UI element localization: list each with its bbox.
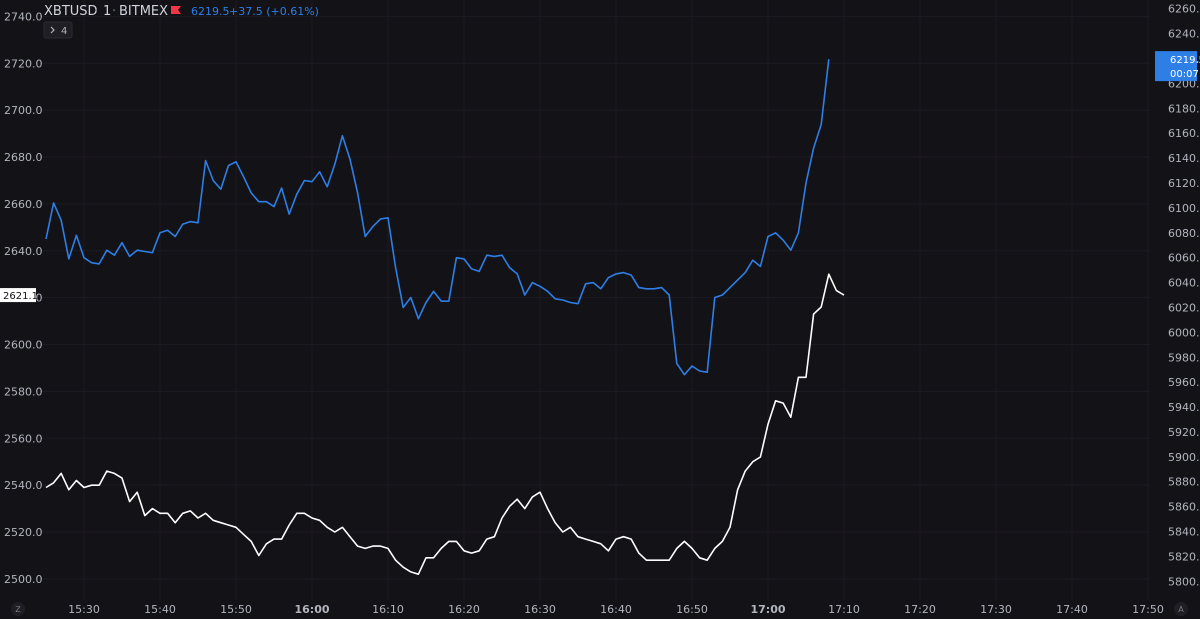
right-axis-tick: 5920.0: [1168, 426, 1200, 439]
svg-text:6219.5: 6219.5: [1170, 55, 1200, 66]
time-axis-tick: 17:00: [750, 603, 785, 616]
right-last-value-label: 6219.5 00:07: [1155, 51, 1200, 82]
left-axis-tick: 2500.0: [4, 573, 43, 586]
time-axis-tick: 16:00: [294, 603, 329, 616]
legend-separator: ·: [94, 4, 98, 19]
left-axis-tick: 2560.0: [4, 432, 43, 445]
left-axis-tick: 2580.0: [4, 385, 43, 398]
time-axis-tick: 16:40: [600, 603, 632, 616]
countdown-label: 00:07: [1170, 69, 1199, 80]
time-axis-tick: 17:20: [904, 603, 936, 616]
right-axis-tick: 6180.0: [1168, 102, 1200, 115]
left-axis-tick: 2720.0: [4, 57, 43, 70]
svg-text:A: A: [1178, 605, 1184, 614]
price-change: +37.5 (+0.61%): [229, 5, 319, 18]
right-axis-tick: 5900.0: [1168, 451, 1200, 464]
time-axis-tick: 15:50: [220, 603, 252, 616]
right-axis-tick: 5880.0: [1168, 476, 1200, 489]
svg-text:2621.1: 2621.1: [3, 291, 38, 302]
compare-line[interactable]: [45, 273, 845, 576]
last-price: 6219.5: [191, 5, 230, 18]
right-axis-tick: 5860.0: [1168, 501, 1200, 514]
chevron-right-icon: [50, 26, 55, 34]
time-axis-tick: 15:40: [144, 603, 176, 616]
indicator-count: 4: [61, 26, 67, 37]
right-axis-tick: 6160.0: [1168, 127, 1200, 140]
left-axis-tick: 2660.0: [4, 198, 43, 211]
right-axis-tick: 5940.0: [1168, 401, 1200, 414]
left-axis-tick: 2520.0: [4, 526, 43, 539]
left-axis-tick: 2600.0: [4, 339, 43, 352]
legend-separator: ·: [112, 4, 116, 19]
right-axis-tick: 6140.0: [1168, 152, 1200, 165]
right-axis-tick: 5960.0: [1168, 376, 1200, 389]
right-axis-tick: 6040.0: [1168, 277, 1200, 290]
right-axis-tick: 6240.0: [1168, 28, 1200, 41]
interval-label[interactable]: 1: [103, 4, 111, 19]
left-axis-tick: 2640.0: [4, 245, 43, 258]
legend[interactable]: XBTUSD · 1 · BITMEX 6219.5 +37.5 (+0.61%…: [44, 4, 319, 19]
right-axis-tick: 6080.0: [1168, 227, 1200, 240]
right-axis-tick: 6000.0: [1168, 326, 1200, 339]
exchange-label[interactable]: BITMEX: [119, 4, 168, 19]
right-axis-tick: 6260.0: [1168, 3, 1200, 16]
time-axis-tick: 16:50: [676, 603, 708, 616]
right-axis-tick: 5980.0: [1168, 351, 1200, 364]
series-layer: [45, 59, 845, 576]
right-axis-tick: 6100.0: [1168, 202, 1200, 215]
time-axis-tick: 17:50: [1132, 603, 1164, 616]
collapse-indicators-button[interactable]: 4: [43, 21, 73, 39]
xbtusd-line[interactable]: [45, 59, 830, 376]
flag-icon[interactable]: [171, 6, 181, 14]
right-axis-tick: 5840.0: [1168, 526, 1200, 539]
time-axis-tick: 16:10: [372, 603, 404, 616]
left-axis-tick: 2740.0: [4, 10, 43, 23]
time-axis-tick: 17:10: [828, 603, 860, 616]
time-axis-tick: 17:40: [1056, 603, 1088, 616]
grid: [40, 0, 1150, 600]
left-axis-tick: 2540.0: [4, 479, 43, 492]
left-axis-tick: 2680.0: [4, 151, 43, 164]
right-axis-tick: 6120.0: [1168, 177, 1200, 190]
time-axis[interactable]: 15:30 15:40 15:50 16:00 16:10 16:20 16:30 16:40…: [68, 603, 1164, 616]
right-axis-tick: 5800.0: [1168, 575, 1200, 588]
auto-scale-right-button[interactable]: A: [1174, 602, 1188, 616]
right-axis-tick: 6020.0: [1168, 301, 1200, 314]
auto-scale-left-button[interactable]: Z: [11, 602, 25, 616]
right-axis-tick: 5820.0: [1168, 550, 1200, 563]
time-axis-tick: 16:30: [524, 603, 556, 616]
svg-text:Z: Z: [15, 605, 21, 614]
left-last-value-label: 2621.1: [0, 288, 38, 303]
time-axis-tick: 17:30: [980, 603, 1012, 616]
left-axis-tick: 2700.0: [4, 104, 43, 117]
time-axis-tick: 15:30: [68, 603, 100, 616]
right-axis-tick: 6060.0: [1168, 252, 1200, 265]
symbol-label[interactable]: XBTUSD: [44, 4, 98, 19]
time-axis-tick: 16:20: [448, 603, 480, 616]
